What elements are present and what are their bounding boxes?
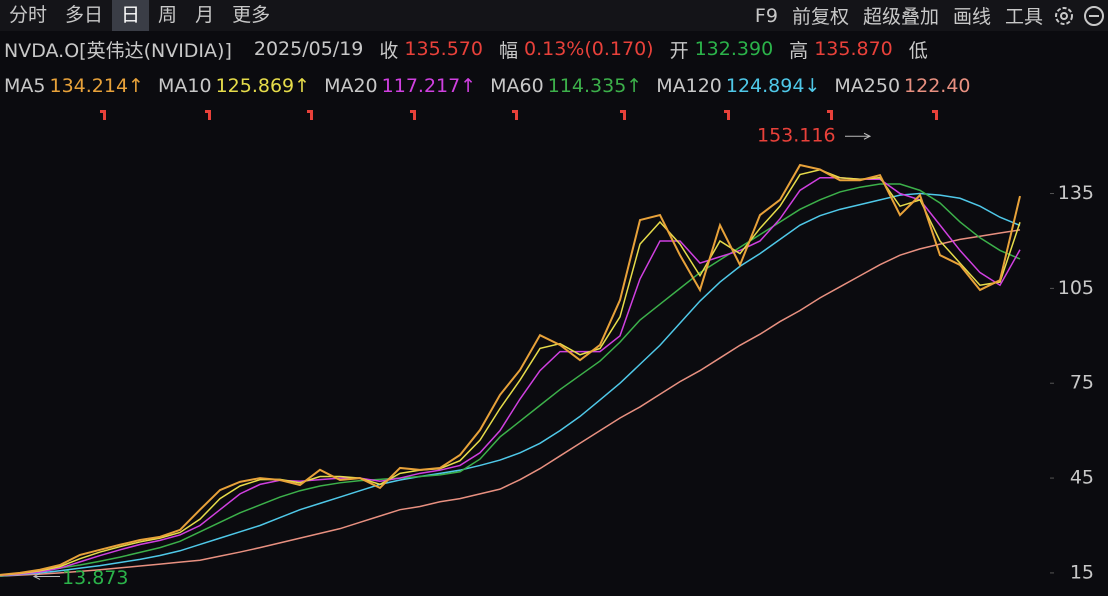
tool[interactable]: 前复权 xyxy=(791,6,849,28)
legend-value: 125.869↑ xyxy=(215,75,311,97)
tool[interactable]: 画线 xyxy=(952,6,991,28)
legend-value: 124.894↓ xyxy=(725,75,821,97)
legend-value: 122.40 xyxy=(904,75,971,97)
legend-name: MA120 xyxy=(656,75,722,97)
label: 收 xyxy=(379,39,399,62)
y-tick-label: 75 xyxy=(1070,372,1094,394)
legend-name: MA5 xyxy=(4,75,46,97)
quote-row: NVDA.O[英伟达(NVIDIA)] 2025/05/19 收 135.570 … xyxy=(0,33,1108,65)
event-flags xyxy=(100,110,938,120)
close: 135.570 xyxy=(404,38,483,60)
ma-line xyxy=(0,169,1021,576)
ma-line xyxy=(0,176,1021,577)
label: 幅 xyxy=(498,39,518,62)
legend-value: 134.214↑ xyxy=(49,75,144,97)
legend-value: 117.217↑ xyxy=(381,75,477,97)
label: 低 xyxy=(908,39,928,62)
tab[interactable]: 日 xyxy=(112,0,150,31)
ma-line xyxy=(0,192,1021,577)
y-tick-label: 105 xyxy=(1058,277,1094,299)
tool[interactable]: 超级叠加 xyxy=(862,6,939,28)
legend-name: MA250 xyxy=(834,75,901,97)
tab[interactable]: 更多 xyxy=(232,4,271,26)
legend-name: MA20 xyxy=(324,75,378,97)
legend-name: MA60 xyxy=(490,75,544,97)
change: 0.13%(0.170) xyxy=(524,38,654,60)
symbol: NVDA.O[英伟达(NVIDIA)] xyxy=(4,39,232,62)
tab[interactable]: 分时 xyxy=(9,4,48,26)
label: 高 xyxy=(789,39,809,62)
ma-line xyxy=(0,163,1021,576)
arrow-head xyxy=(32,573,41,580)
tab[interactable]: 多日 xyxy=(65,4,104,26)
high: 135.870 xyxy=(814,38,893,60)
legend-value: 114.335↑ xyxy=(547,75,643,97)
legend: MA5 134.214↑ MA10 125.869↑ MA20 117.217↑ MA60 1… xyxy=(0,70,1108,102)
tab[interactable]: 月 xyxy=(195,4,215,26)
arrow-head xyxy=(863,132,872,140)
high-annotation: 153.116 xyxy=(757,125,836,147)
open: 132.390 xyxy=(694,38,774,60)
label: 开 xyxy=(669,39,689,62)
low-annotation: 13.873 xyxy=(62,567,128,589)
y-tick-label: 135 xyxy=(1058,182,1094,204)
ma-line xyxy=(0,183,1021,577)
toolbar: 分时 多日日周月更多 F9 前复权 超级叠加 画线 工具 xyxy=(0,0,1108,31)
date: 2025/05/19 xyxy=(253,38,364,60)
legend-name: MA10 xyxy=(157,75,212,97)
icons[interactable] xyxy=(1050,2,1108,30)
y-tick-label: 45 xyxy=(1070,467,1094,489)
y-tick-label: 15 xyxy=(1070,561,1094,583)
ma-line xyxy=(0,229,1021,577)
tool[interactable]: F9 xyxy=(754,4,778,27)
tab[interactable]: 周 xyxy=(158,4,178,26)
tool[interactable]: 工具 xyxy=(1004,6,1043,28)
